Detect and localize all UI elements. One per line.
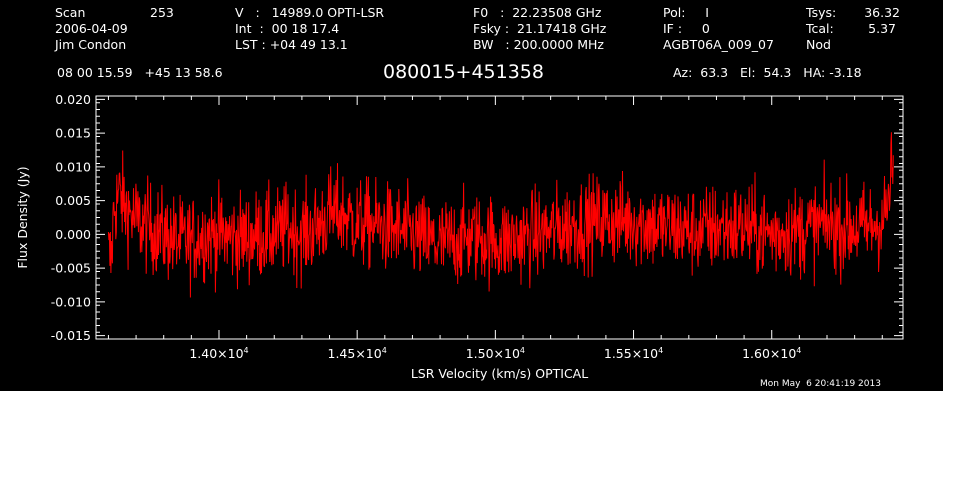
az-el-ha: Az: 63.3 El: 54.3 HA: -3.18 [673, 65, 862, 80]
source-coordinates: 08 00 15.59 +45 13 58.6 [57, 65, 223, 80]
source-name: 080015+451358 [383, 61, 544, 83]
tsys-value: 36.32 [864, 5, 900, 20]
axis-ticks: 0.020 0.015 0.010 0.005 0.000 -0.005 -0.010 -0.… [51, 92, 903, 361]
x-tick-label: 1.60×104 [742, 346, 801, 361]
plot-panel: Scan 253 2006-04-09 Jim Condon V : 14989… [0, 0, 943, 391]
x-axis-label: LSR Velocity (km/s) OPTICAL [411, 366, 588, 381]
y-tick-label: -0.015 [51, 328, 91, 343]
y-tick-label: 0.020 [55, 92, 91, 107]
tcal-value: 5.37 [868, 21, 896, 36]
velocity-line: V : 14989.0 OPTI-LSR [235, 5, 385, 20]
if-line: IF : 0 [663, 21, 710, 36]
observing-mode: Nod [806, 37, 831, 52]
spectrum-trace [107, 132, 894, 298]
project-id: AGBT06A_009_07 [663, 37, 774, 52]
y-tick-label: 0.010 [55, 159, 91, 174]
y-tick-label: 0.005 [55, 193, 91, 208]
lst-line: LST : +04 49 13.1 [235, 37, 348, 52]
y-axis-label: Flux Density (Jy) [15, 166, 30, 268]
y-tick-label: -0.010 [51, 294, 91, 309]
tsys-label: Tsys: [806, 5, 837, 20]
scan-number: 253 [150, 5, 174, 20]
y-tick-label: 0.015 [55, 126, 91, 141]
timestamp: Mon May 6 20:41:19 2013 [760, 379, 881, 389]
observation-date: 2006-04-09 [55, 21, 128, 36]
polarization-line: Pol: I [663, 5, 709, 20]
spectrum-trace-layer [107, 132, 894, 298]
y-tick-label: 0.000 [55, 227, 91, 242]
integration-line: Int : 00 18 17.4 [235, 21, 340, 36]
y-tick-label: -0.005 [51, 261, 91, 276]
tcal-label: Tcal: [806, 21, 834, 36]
rest-frequency-line: F0 : 22.23508 GHz [473, 5, 602, 20]
observer-name: Jim Condon [55, 37, 127, 52]
bandwidth-line: BW : 200.0000 MHz [473, 37, 604, 52]
sky-frequency-line: Fsky : 21.17418 GHz [473, 21, 607, 36]
x-tick-label: 1.45×104 [328, 346, 387, 361]
plot-frame [95, 95, 904, 340]
x-tick-label: 1.50×104 [466, 346, 525, 361]
scan-label: Scan [55, 5, 86, 20]
x-tick-label: 1.55×104 [604, 346, 663, 361]
x-tick-label: 1.40×104 [189, 346, 248, 361]
spectrum-chart: 0.020 0.015 0.010 0.005 0.000 -0.005 -0.010 -0.… [15, 92, 904, 381]
